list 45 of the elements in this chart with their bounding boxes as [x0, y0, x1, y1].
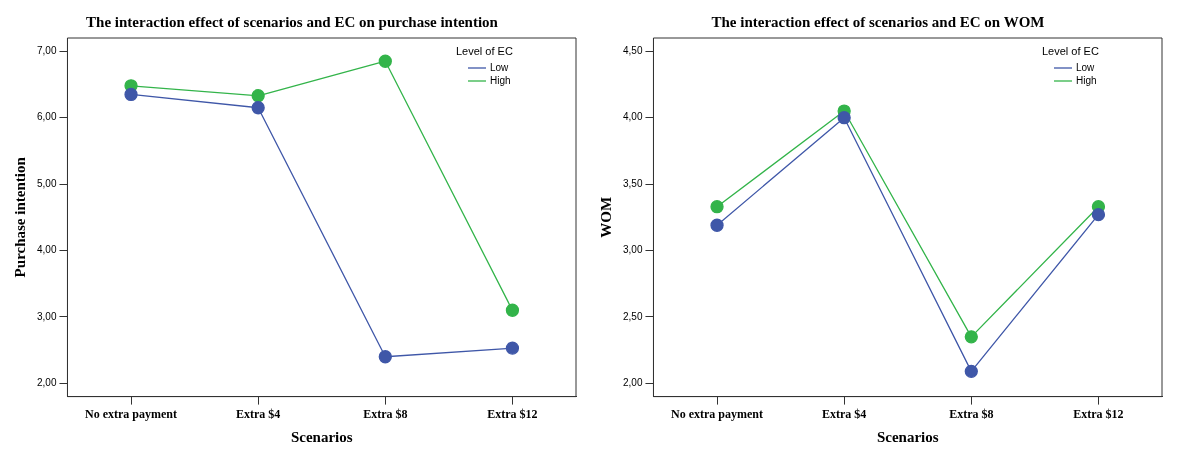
y-tick-label: 3,50 — [622, 177, 643, 189]
x-axis-title: Scenarios — [290, 428, 353, 445]
x-tick-label: Extra $8 — [363, 406, 408, 421]
point — [124, 87, 138, 102]
x-tick-label: Extra $12 — [487, 406, 538, 421]
point — [837, 111, 851, 125]
y-tick-label: 2,50 — [622, 310, 643, 322]
point — [251, 89, 265, 103]
point — [710, 200, 724, 214]
y-tick-label: 7,00 — [36, 45, 57, 57]
point — [378, 350, 392, 364]
point — [1091, 207, 1106, 222]
x-tick-label: Extra $4 — [822, 406, 867, 421]
y-tick-label: 6,00 — [36, 111, 57, 123]
legend-label: Low — [490, 61, 510, 73]
y-tick-label: 2,00 — [36, 377, 57, 389]
x-tick-label: Extra $8 — [949, 406, 994, 421]
y-tick-label: 3,00 — [622, 244, 643, 256]
x-axis-title: Scenarios — [876, 428, 939, 445]
y-axis-title: Purchase intention — [11, 156, 28, 278]
y-tick-label: 4,00 — [36, 244, 57, 256]
point — [505, 303, 520, 317]
chart-title: The interaction effect of scenarios and EC on WOM — [711, 13, 1045, 30]
point — [964, 364, 978, 379]
y-tick-label: 4,00 — [622, 111, 643, 123]
point — [505, 341, 520, 355]
y-axis-title: WOM — [597, 196, 614, 238]
point — [964, 330, 978, 344]
x-tick-label: No extra payment — [85, 406, 178, 421]
legend-label: Low — [1076, 61, 1096, 73]
legend-label: High — [490, 74, 511, 86]
point — [251, 101, 265, 115]
point — [710, 218, 724, 232]
x-tick-label: Extra $12 — [1073, 406, 1124, 421]
y-tick-label: 4,50 — [622, 45, 643, 57]
point — [378, 54, 392, 68]
legend-title: Level of EC — [456, 45, 513, 58]
x-tick-label: No extra payment — [671, 406, 764, 421]
y-tick-label: 2,00 — [622, 377, 643, 389]
x-tick-label: Extra $4 — [236, 406, 281, 421]
legend-label: High — [1076, 74, 1097, 86]
y-tick-label: 3,00 — [36, 310, 57, 322]
legend-title: Level of EC — [1042, 45, 1099, 58]
chart-title: The interaction effect of scenarios and EC on purchase intention — [86, 13, 499, 30]
y-tick-label: 5,00 — [36, 177, 57, 189]
